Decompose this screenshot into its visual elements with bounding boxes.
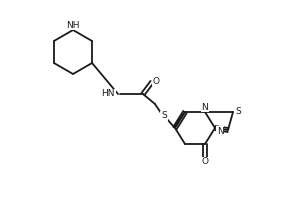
Text: N: N (217, 127, 224, 136)
Text: O: O (202, 158, 208, 166)
Text: NH: NH (66, 21, 80, 29)
Text: HN: HN (101, 90, 115, 98)
Text: O: O (152, 76, 160, 86)
Text: S: S (161, 112, 167, 120)
Text: N: N (202, 102, 208, 112)
Text: S: S (235, 108, 241, 116)
